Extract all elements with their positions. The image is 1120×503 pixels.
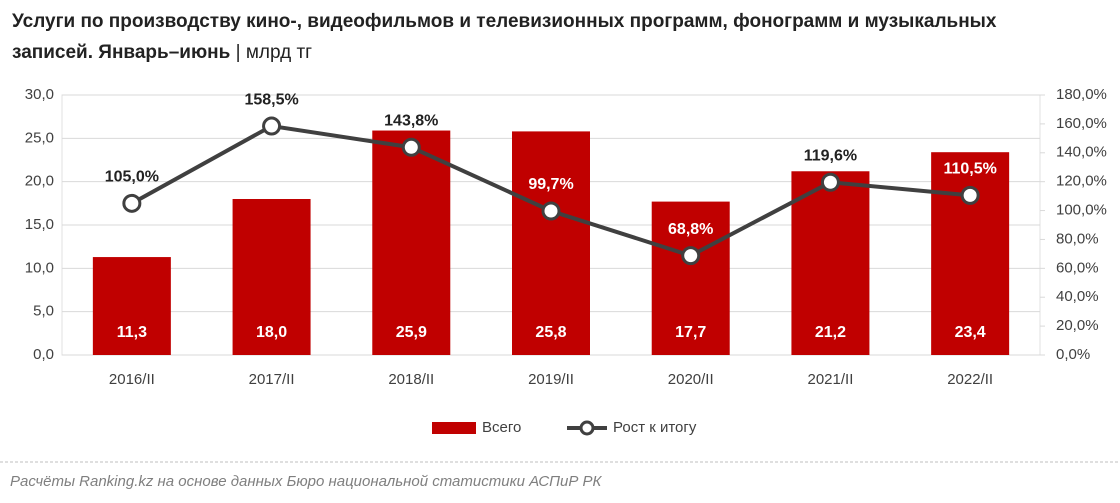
legend-marker [579,420,595,436]
source-note: Расчёты Ranking.kz на основе данных Бюро… [10,473,603,490]
x-tick-label: 2021/II [807,371,853,388]
y2-tick-label: 80,0% [1056,230,1099,247]
y2-tick-label: 100,0% [1056,202,1107,219]
legend-label: Рост к итогу [613,419,697,436]
x-tick-label: 2022/II [947,371,993,388]
bar-value-label: 25,9 [396,324,427,341]
x-tick-label: 2016/II [109,371,155,388]
y-tick-label: 0,0 [33,346,54,363]
bar-value-label: 23,4 [955,324,986,341]
chart-title: Услуги по производству кино-, видеофильм… [12,11,997,32]
legend-swatch [432,422,476,434]
line-value-label: 105,0% [105,169,159,186]
legend-label: Всего [482,419,521,436]
line-value-label: 68,8% [668,221,713,238]
line-value-label: 143,8% [384,113,438,130]
y2-tick-label: 40,0% [1056,288,1099,305]
bar-value-label: 17,7 [675,324,706,341]
bar [512,131,590,355]
y2-tick-label: 0,0% [1056,346,1090,363]
line-marker [122,193,142,213]
y2-tick-label: 140,0% [1056,144,1107,161]
line-marker [960,185,980,205]
y-tick-label: 25,0 [25,129,54,146]
bar [92,257,171,355]
line-marker [401,137,421,157]
bar-value-label: 11,3 [117,324,147,341]
y2-tick-label: 180,0% [1056,86,1107,103]
bar [651,201,730,355]
line-value-label: 119,6% [804,147,857,164]
x-tick-label: 2019/II [528,371,574,388]
x-tick-label: 2018/II [388,371,434,388]
chart-title-line2: записей. Январь–июнь | млрд тг [12,42,312,63]
bar-value-label: 21,2 [815,324,846,341]
y-tick-label: 30,0 [25,86,54,103]
bar [232,199,311,355]
line-marker [541,201,561,221]
y2-tick-label: 20,0% [1056,317,1099,334]
line-value-label: 158,5% [244,91,298,108]
title-part: записей. Январь–июнь [12,42,236,63]
bar [372,130,451,355]
line-marker [262,116,282,136]
x-tick-label: 2017/II [249,371,295,388]
title-part: Услуги по производству кино-, видеофильм… [12,11,997,32]
y2-tick-label: 160,0% [1056,115,1107,132]
x-tick-label: 2020/II [668,371,714,388]
y2-tick-label: 60,0% [1056,259,1099,276]
bar-value-label: 18,0 [256,324,287,341]
line-marker [681,246,701,266]
y-tick-label: 5,0 [33,303,54,320]
line-value-label: 110,5% [943,161,996,178]
bar [791,171,870,355]
y2-tick-label: 120,0% [1056,173,1107,190]
y-tick-label: 10,0 [25,259,54,276]
chart-unit: | млрд тг [236,42,313,63]
y-tick-label: 15,0 [25,216,54,233]
bar-value-label: 25,8 [535,324,566,341]
line-marker [820,172,840,192]
y-tick-label: 20,0 [25,173,54,190]
line-value-label: 99,7% [528,176,573,193]
